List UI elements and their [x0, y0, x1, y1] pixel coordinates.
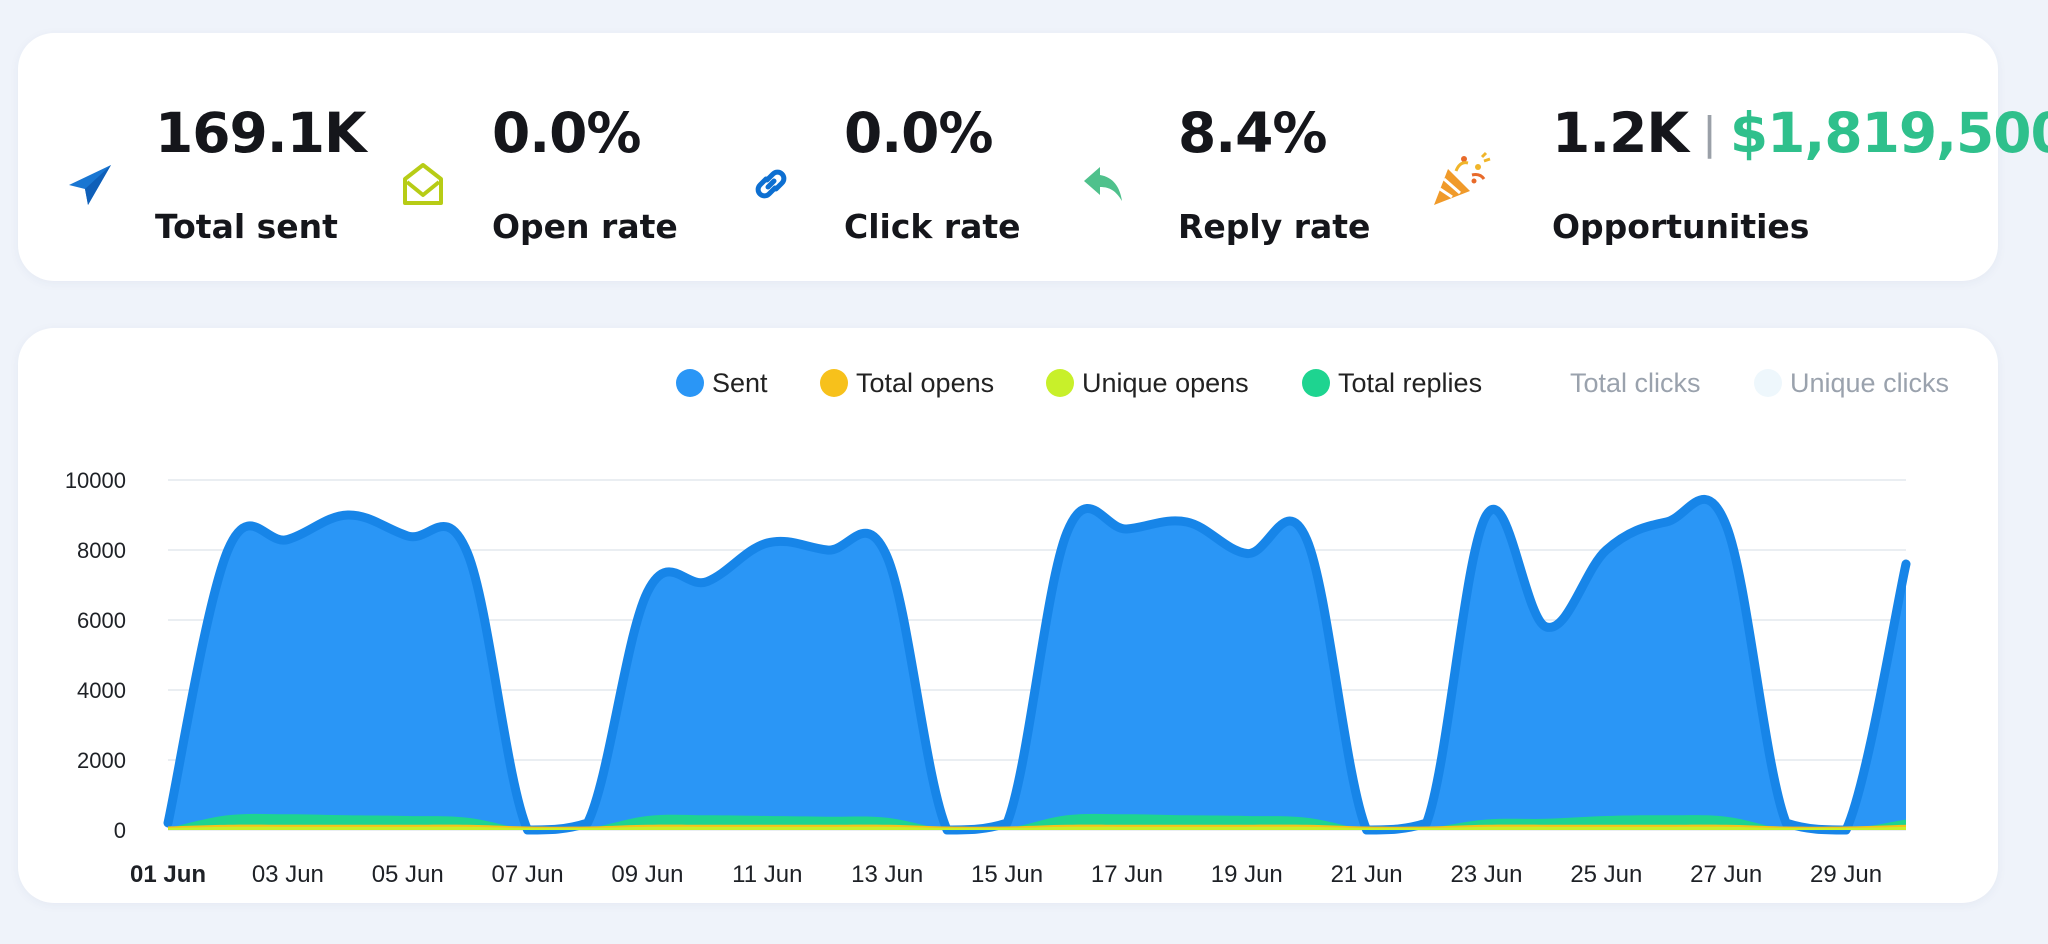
x-tick-label: 13 Jun: [851, 861, 923, 888]
legend-item-total-opens[interactable]: Total opens: [820, 363, 994, 403]
legend-item-total-replies[interactable]: Total replies: [1302, 363, 1482, 403]
stats-card: 169.1K Total sent 0.0% Open rate 0.0% Cl…: [18, 33, 2048, 281]
paper-plane-icon: [63, 157, 117, 211]
stat-value: 169.1K: [155, 101, 367, 165]
x-tick-label: 19 Jun: [1211, 861, 1283, 888]
chart-card: Sent Total opens Unique opens Total repl…: [18, 328, 1998, 903]
stat-value: 0.0%: [492, 101, 642, 165]
legend-label: Unique clicks: [1790, 367, 1950, 398]
area-chart: 0 2000 4000 6000 8000 10000 01 Jun 03 Jun 05 Jun…: [65, 468, 1911, 888]
chart-legend: Sent Total opens Unique opens Total repl…: [18, 363, 1998, 403]
legend-label: Total clicks: [1570, 367, 1701, 398]
stat-label: Reply rate: [1178, 207, 1371, 246]
stat-label: Click rate: [844, 207, 1021, 246]
unique-opens-area: [168, 826, 1906, 830]
legend-dot: [820, 369, 848, 397]
x-tick-label: 21 Jun: [1331, 861, 1403, 888]
legend-item-unique-opens[interactable]: Unique opens: [1046, 363, 1249, 403]
x-tick-label: 17 Jun: [1091, 861, 1163, 888]
y-tick-label: 6000: [77, 608, 126, 633]
legend-dot: [1046, 369, 1074, 397]
legend-item-sent[interactable]: Sent: [676, 363, 768, 403]
x-tick-label: 15 Jun: [971, 861, 1043, 888]
reply-arrow-icon: [1078, 157, 1132, 211]
y-tick-label: 4000: [77, 678, 126, 703]
y-tick-label: 2000: [77, 748, 126, 773]
legend-label: Total opens: [856, 367, 995, 398]
stat-value-group: 1.2K | $1,819,500: [1552, 101, 2048, 166]
x-tick-label: 25 Jun: [1570, 861, 1642, 888]
x-tick-label: 29 Jun: [1810, 861, 1882, 888]
open-envelope-icon: [396, 157, 450, 211]
x-tick-label: 09 Jun: [611, 861, 683, 888]
x-tick-label: 11 Jun: [732, 861, 802, 888]
x-tick-label: 27 Jun: [1690, 861, 1762, 888]
y-tick-label: 0: [114, 818, 126, 843]
opportunities-value: $1,819,500: [1729, 101, 2048, 165]
stat-label: Total sent: [155, 207, 338, 246]
legend-label: Sent: [712, 367, 768, 398]
x-tick-label: 07 Jun: [492, 861, 564, 888]
x-tick-label: 05 Jun: [372, 861, 444, 888]
x-tick-label: 01 Jun: [130, 861, 206, 888]
x-tick-label: 03 Jun: [252, 861, 324, 888]
legend-dot: [1754, 369, 1782, 397]
stat-label: Open rate: [492, 207, 678, 246]
party-popper-icon: [1428, 147, 1492, 211]
legend-item-unique-clicks[interactable]: Unique clicks: [1754, 363, 1949, 403]
legend-dot: [676, 369, 704, 397]
y-tick-label: 10000: [65, 468, 126, 493]
sent-line: [163, 495, 1911, 835]
stat-label: Opportunities: [1552, 207, 1810, 246]
stat-value: 1.2K: [1552, 101, 1689, 165]
legend-dot: [1302, 369, 1330, 397]
legend-label: Unique opens: [1082, 367, 1249, 398]
stat-separator: |: [1702, 108, 1717, 159]
legend-item-total-clicks[interactable]: Total clicks: [1570, 363, 1701, 403]
x-tick-label: 23 Jun: [1450, 861, 1522, 888]
legend-label: Total replies: [1338, 367, 1483, 398]
stat-value: 8.4%: [1178, 101, 1328, 165]
link-icon: [744, 157, 798, 211]
y-tick-label: 8000: [77, 538, 126, 563]
stat-value: 0.0%: [844, 101, 994, 165]
